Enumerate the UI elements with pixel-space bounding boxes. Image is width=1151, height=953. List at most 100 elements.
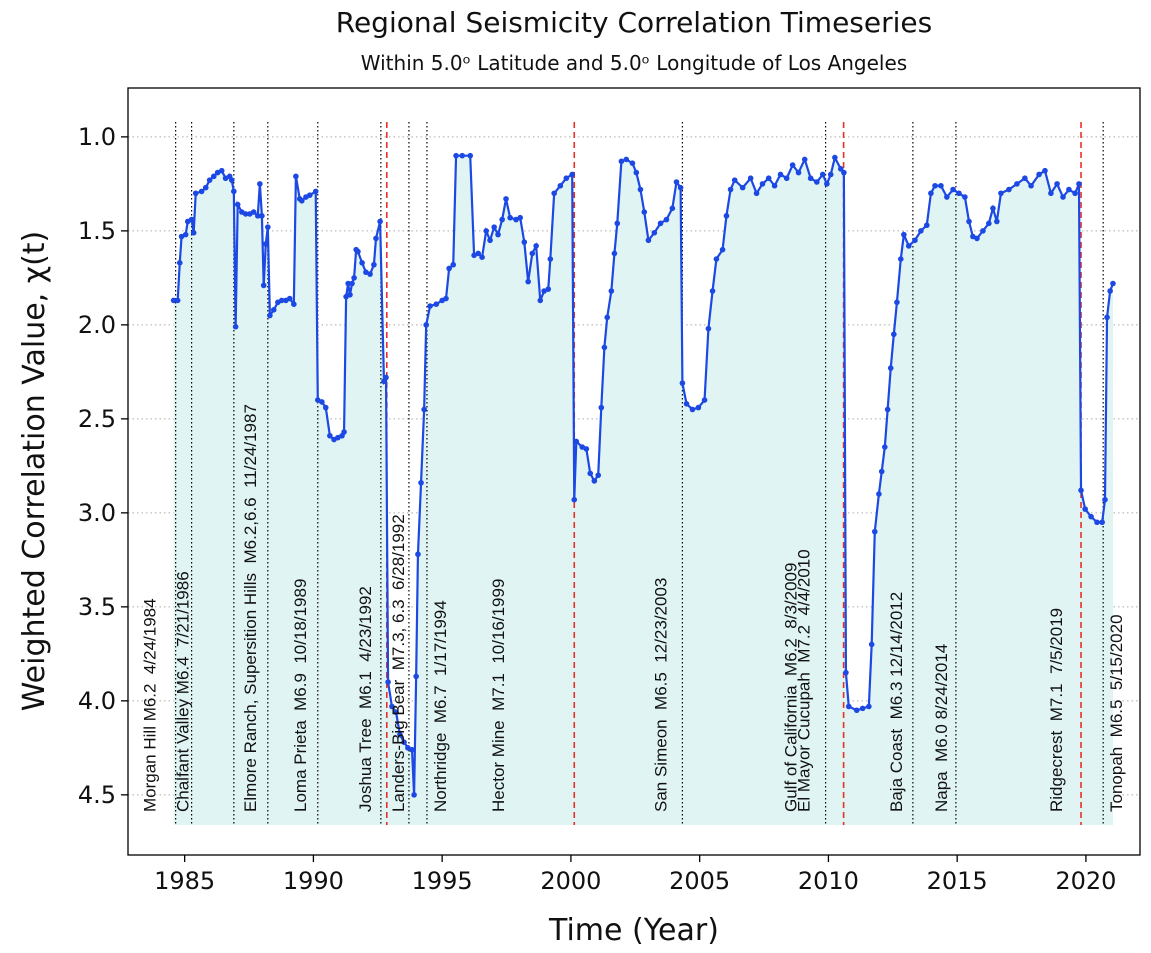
data-point [1094,519,1100,526]
data-point [614,220,621,227]
data-point [411,792,417,798]
data-point [517,214,523,221]
data-point [897,256,904,262]
data-point [475,250,482,257]
event-label: Ridgecrest M7.1 7/5/2019 [1047,608,1066,812]
data-point [547,256,554,262]
data-point [1048,190,1054,197]
data-point [928,190,934,197]
y-tick-label: 3.0 [78,499,116,527]
chart-title: Regional Seismicity Correlation Timeseri… [336,6,932,39]
data-point [783,175,790,182]
event-label: Loma Prieta M6.9 10/18/1989 [291,579,310,812]
data-point [843,669,849,676]
x-tick-label: 2000 [540,867,601,895]
data-point [312,188,319,195]
data-point [359,260,365,266]
data-point [611,250,618,257]
data-point [250,209,257,215]
data-point [234,201,241,208]
data-point [182,231,189,238]
data-point [608,288,615,294]
data-point [944,194,950,200]
data-point [345,280,351,287]
y-tick-label: 4.0 [78,687,116,715]
data-point [807,175,814,182]
event-label: Northridge M6.7 1/17/1994 [431,600,450,812]
event-label: Landers-Big Bear M7.3, 6.3 6/28/1992 [389,514,408,812]
data-point [753,190,760,197]
event-label: Elmore Ranch, Supersition Hills M6.2,6.6… [241,404,260,812]
data-point [260,282,267,289]
data-point [1006,186,1012,193]
data-point [459,152,466,159]
x-tick-label: 2015 [927,867,988,895]
data-point [1036,171,1042,178]
data-point [832,154,838,161]
data-point [868,641,875,648]
y-tick-label: 1.5 [78,217,116,245]
data-point [727,186,734,193]
x-tick-label: 2020 [1055,867,1116,895]
data-point [218,167,225,174]
data-point [998,190,1004,197]
y-tick-label: 2.0 [78,311,116,339]
data-point [571,496,578,503]
data-point [689,406,696,413]
x-tick-label: 2010 [798,867,859,895]
event-label: Baja Coast M6.3 12/14/2012 [887,592,906,812]
data-point [262,241,269,247]
data-point [427,303,433,309]
data-point [923,222,930,229]
data-line [173,154,1114,795]
data-point [1104,314,1110,321]
data-point [291,301,297,307]
data-point [990,205,996,212]
data-point [170,297,177,304]
data-point [679,380,686,386]
data-point [629,160,636,166]
event-label: San Simeon M6.5 12/23/2003 [652,578,671,812]
data-point [701,397,708,403]
data-point [1110,280,1116,287]
data-point [912,237,918,244]
data-point [932,182,938,189]
data-point [537,297,544,304]
data-point [765,175,772,182]
data-point [980,228,986,234]
data-point [1082,506,1088,512]
data-point [401,739,407,746]
y-axis-label: Weighted Correlation Value, χ(t) [17,231,52,711]
data-point [286,295,293,302]
data-point [367,271,373,277]
data-point [1088,513,1094,520]
data-point [206,177,213,183]
data-point [882,444,888,450]
data-point [651,229,658,236]
data-point [231,188,237,195]
data-point [499,216,505,223]
data-point [601,344,608,351]
data-point [389,703,395,710]
data-point [713,256,720,262]
data-point [495,231,501,238]
data-point [267,312,273,319]
data-point [974,235,980,242]
data-point [795,169,802,176]
data-point [529,250,536,257]
data-point [1099,519,1105,526]
chart-subtitle: Within 5.0ᵒ Latitude and 5.0ᵒ Longitude … [361,51,907,75]
data-point [739,184,746,191]
data-point [418,479,424,486]
data-point [845,703,852,710]
data-point [467,152,474,159]
data-point [633,169,640,176]
event-label: Napa M6.0 8/24/2014 [932,644,951,812]
data-point [1014,181,1020,187]
data-point [1102,496,1108,503]
data-point [293,173,299,180]
data-point [901,231,907,238]
data-point [347,291,353,298]
data-point [210,173,217,180]
